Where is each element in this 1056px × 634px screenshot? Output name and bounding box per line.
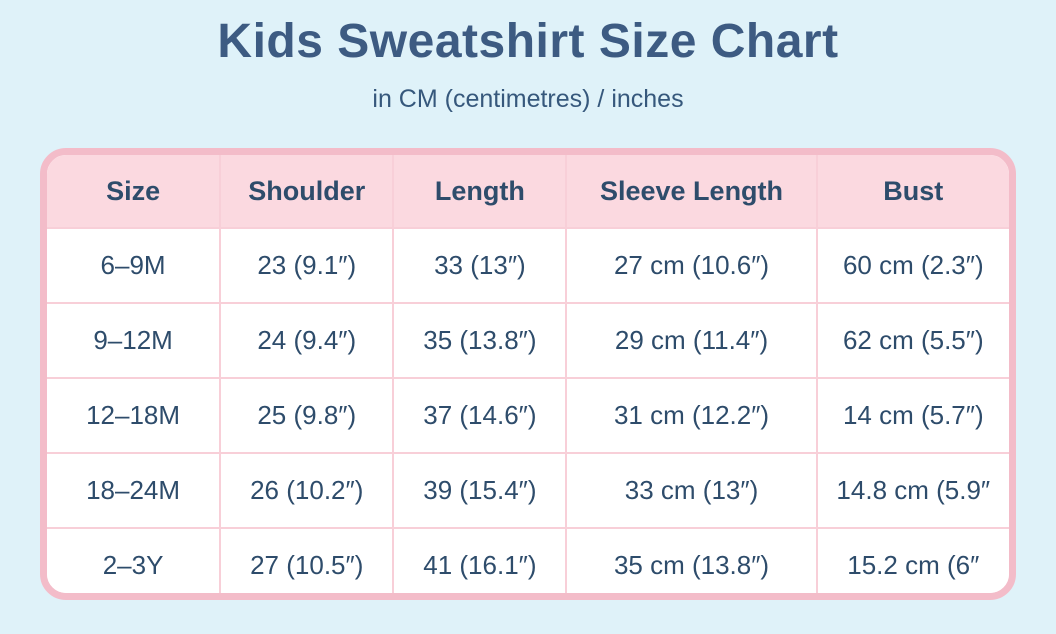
table-cell: 33 cm (13″) (565, 452, 818, 529)
column-header: Bust (815, 155, 1009, 229)
table-cell: 27 cm (10.6″) (565, 227, 818, 304)
size-table-frame: Size Shoulder Length Sleeve Length Bust 6–9M… (40, 148, 1016, 600)
table-cell: 23 (9.1″) (219, 227, 395, 304)
table-cell: 29 cm (11.4″) (565, 302, 818, 379)
column-header: Length (392, 155, 568, 229)
table-row: 2–3Y 27 (10.5″) 41 (16.1″) 35 cm (13.8″) 15.… (47, 527, 1009, 593)
table-cell: 41 (16.1″) (392, 527, 568, 593)
column-header: Sleeve Length (565, 155, 818, 229)
column-header: Size (47, 155, 222, 229)
table-cell: 15.2 cm (6″ (815, 527, 1009, 593)
table-cell: 60 cm (2.3″) (815, 227, 1009, 304)
table-cell: 24 (9.4″) (219, 302, 395, 379)
table-cell: 39 (15.4″) (392, 452, 568, 529)
table-cell: 37 (14.6″) (392, 377, 568, 454)
table-row: 12–18M 25 (9.8″) 37 (14.6″) 31 cm (12.2″) 14… (47, 377, 1009, 454)
table-cell: 35 cm (13.8″) (565, 527, 818, 593)
table-cell: 27 (10.5″) (219, 527, 395, 593)
table-row: 6–9M 23 (9.1″) 33 (13″) 27 cm (10.6″) 60 cm … (47, 227, 1009, 304)
table-cell: 14 cm (5.7″) (815, 377, 1009, 454)
column-header: Shoulder (219, 155, 395, 229)
table-cell: 62 cm (5.5″) (815, 302, 1009, 379)
table-cell: 9–12M (47, 302, 222, 379)
table-cell: 14.8 cm (5.9″ (815, 452, 1009, 529)
table-cell: 25 (9.8″) (219, 377, 395, 454)
table-cell: 31 cm (12.2″) (565, 377, 818, 454)
table-cell: 18–24M (47, 452, 222, 529)
table-row: 9–12M 24 (9.4″) 35 (13.8″) 29 cm (11.4″) 62 … (47, 302, 1009, 379)
page-title: Kids Sweatshirt Size Chart (217, 15, 839, 68)
page-subtitle: in CM (centimetres) / inches (372, 85, 684, 113)
table-body: 6–9M 23 (9.1″) 33 (13″) 27 cm (10.6″) 60 cm … (47, 227, 1009, 593)
table-header-row: Size Shoulder Length Sleeve Length Bust (47, 155, 1009, 229)
table-cell: 6–9M (47, 227, 222, 304)
size-table: Size Shoulder Length Sleeve Length Bust 6–9M… (47, 155, 1009, 593)
table-cell: 35 (13.8″) (392, 302, 568, 379)
table-cell: 33 (13″) (392, 227, 568, 304)
table-cell: 26 (10.2″) (219, 452, 395, 529)
table-cell: 12–18M (47, 377, 222, 454)
table-cell: 2–3Y (47, 527, 222, 593)
table-row: 18–24M 26 (10.2″) 39 (15.4″) 33 cm (13″) 14.… (47, 452, 1009, 529)
